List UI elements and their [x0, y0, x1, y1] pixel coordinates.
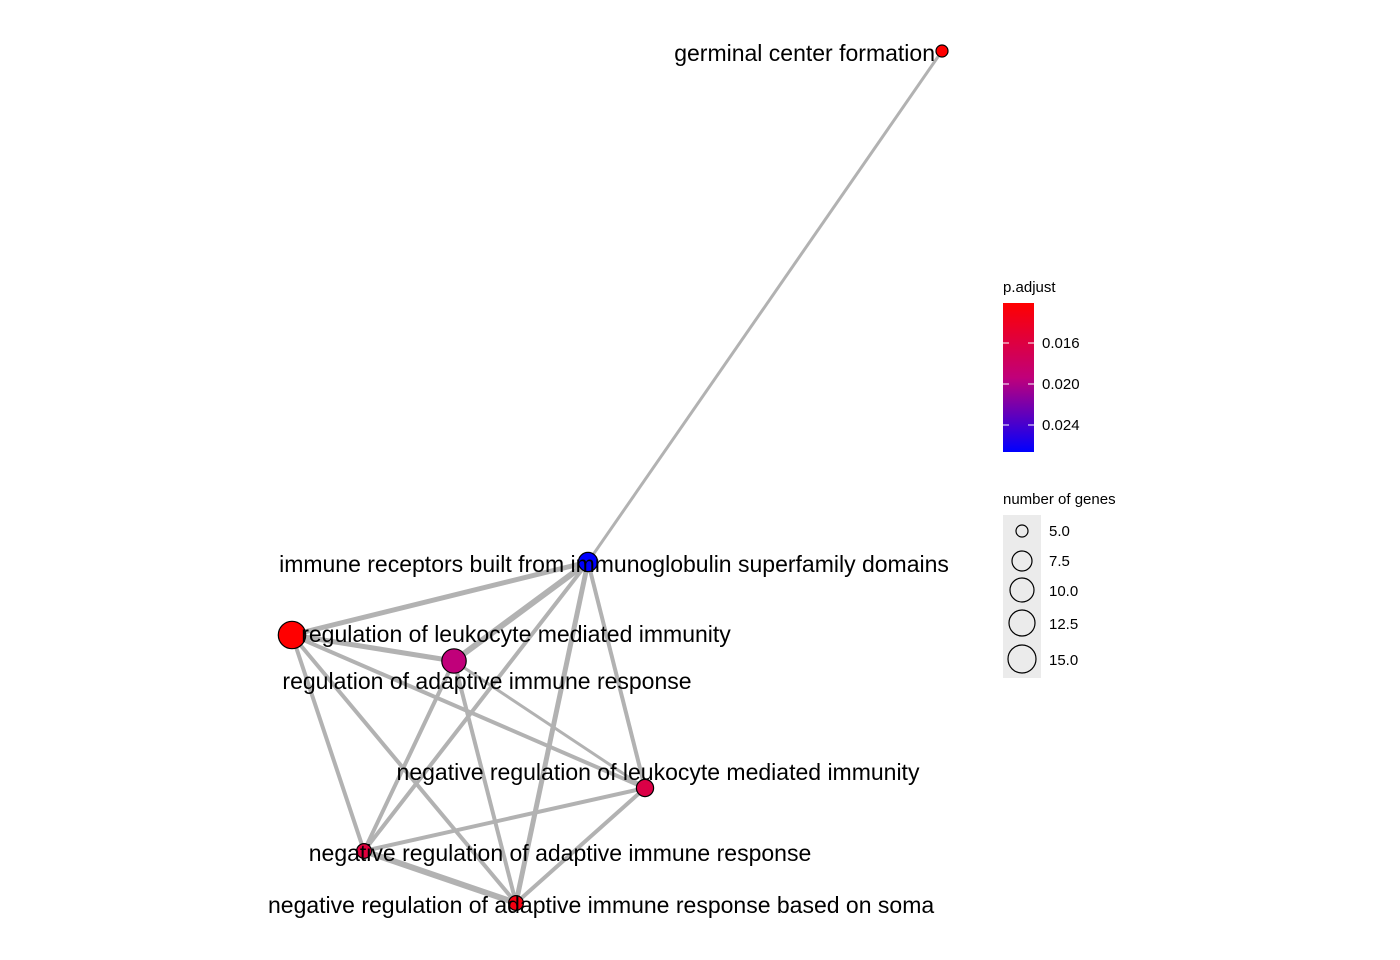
edge-nrair-nrairs: [363, 848, 517, 906]
edge-rlmi-nrair: [290, 634, 366, 852]
node-label-nrlmi: negative regulation of leukocyte mediate…: [397, 759, 920, 785]
edges-layer: [290, 50, 944, 906]
edge-rair-nrlmi: [453, 659, 646, 790]
node-label-nrair: negative regulation of adaptive immune r…: [309, 840, 812, 866]
edge-nrlmi-nrairs: [514, 786, 647, 905]
edge-irib-nrair: [362, 560, 590, 853]
size-legend-label: 15.0: [1049, 652, 1078, 669]
color-legend: p.adjust 0.016 0.020 0.024: [1003, 279, 1080, 452]
size-legend: number of genes 5.0 7.5 10.0 12.5 15.0: [1003, 491, 1116, 678]
size-legend-title: number of genes: [1003, 491, 1116, 508]
size-legend-key: [1008, 609, 1036, 637]
size-legend-label: 10.0: [1049, 583, 1078, 600]
color-legend-label: 0.020: [1042, 376, 1080, 393]
node-rair[interactable]: [441, 648, 467, 674]
color-legend-label: 0.024: [1042, 417, 1080, 434]
edge-irib-rlmi: [291, 559, 589, 638]
size-legend-label: 7.5: [1049, 553, 1070, 570]
edge-gcf-irib: [586, 50, 944, 563]
size-legend-key: [1009, 577, 1035, 603]
network-panel: germinal center formation immune receptor…: [268, 40, 949, 918]
nodes-layer: [277, 44, 949, 911]
color-legend-bar: [1003, 303, 1034, 452]
node-nrair[interactable]: [356, 842, 373, 859]
node-rlmi[interactable]: [277, 620, 307, 650]
edge-rair-nrair: [362, 660, 456, 852]
size-legend-key: [1015, 524, 1029, 538]
edge-rair-nrairs: [452, 660, 518, 904]
size-legend-key-background: [1003, 515, 1041, 678]
size-legend-label: 5.0: [1049, 523, 1070, 540]
edge-irib-nrairs: [513, 561, 591, 904]
node-labels-layer: germinal center formation immune receptor…: [268, 40, 949, 918]
edge-rlmi-rair: [291, 632, 455, 664]
color-legend-title: p.adjust: [1003, 279, 1056, 296]
node-label-nrairs: negative regulation of adaptive immune r…: [268, 892, 934, 918]
node-nrlmi[interactable]: [635, 778, 655, 798]
node-irib[interactable]: [577, 551, 599, 573]
node-label-gcf: germinal center formation: [674, 40, 935, 66]
size-legend-key: [1011, 550, 1033, 572]
node-label-irib: immune receptors built from immunoglobul…: [279, 551, 949, 577]
edge-irib-rair: [452, 559, 590, 664]
node-label-rair: regulation of adaptive immune response: [282, 668, 691, 694]
edge-irib-nrlmi: [586, 561, 647, 789]
edge-nrlmi-nrair: [363, 786, 646, 853]
node-gcf[interactable]: [935, 44, 949, 58]
color-legend-label: 0.016: [1042, 335, 1080, 352]
node-label-rlmi: regulation of leukocyte mediated immunit…: [301, 621, 731, 647]
size-legend-label: 12.5: [1049, 616, 1078, 633]
size-legend-key: [1007, 644, 1037, 674]
node-nrairs[interactable]: [508, 894, 525, 911]
